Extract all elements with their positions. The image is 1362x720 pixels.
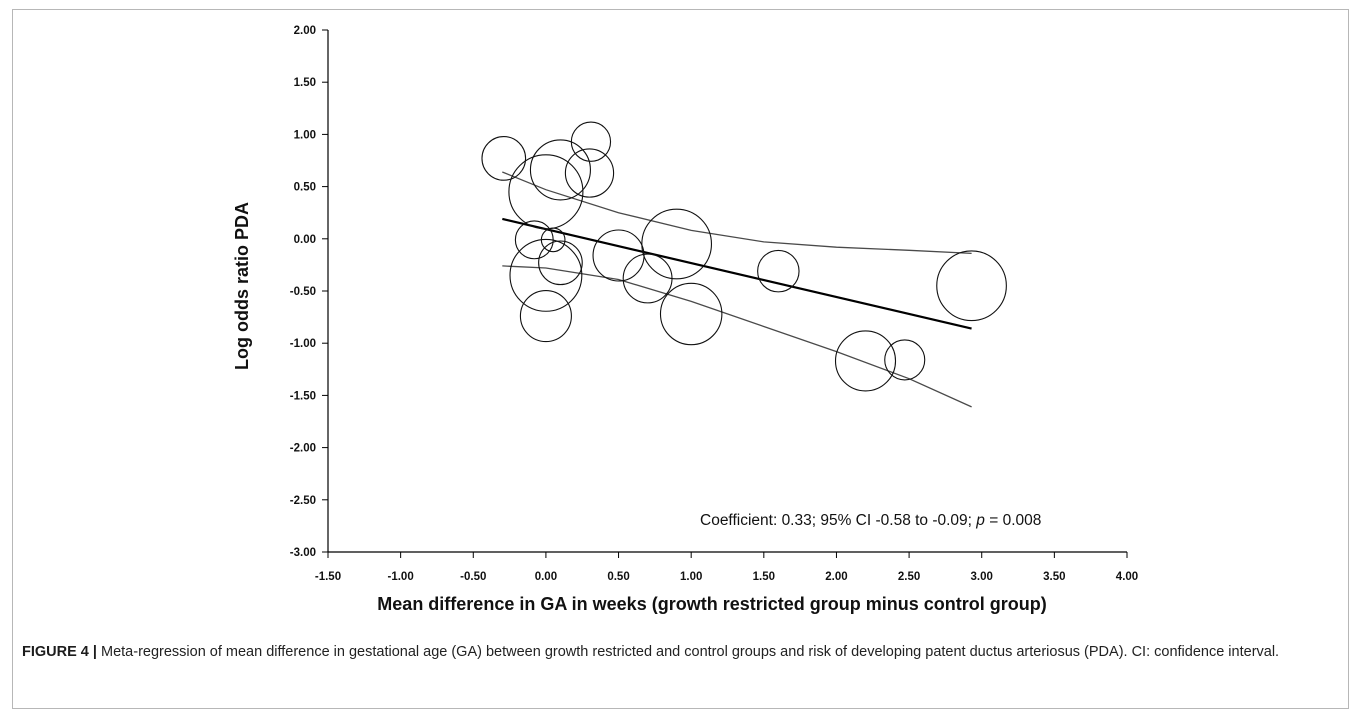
study-point bbox=[481, 136, 527, 181]
x-tick-label: -1.00 bbox=[388, 571, 414, 583]
x-tick-label: 4.00 bbox=[1116, 571, 1138, 583]
study-point bbox=[570, 121, 612, 162]
annotation-prefix: Coefficient: 0.33; 95% CI -0.58 to -0.09… bbox=[700, 512, 976, 529]
confidence-band-lower bbox=[502, 265, 972, 408]
x-tick-label: 1.50 bbox=[753, 571, 775, 583]
x-tick-label: -1.50 bbox=[315, 571, 341, 583]
study-point bbox=[592, 229, 645, 282]
y-tick-label: -1.00 bbox=[290, 338, 316, 350]
y-tick-label: 1.50 bbox=[294, 77, 316, 89]
study-point bbox=[508, 154, 584, 230]
confidence-band-upper bbox=[502, 171, 972, 255]
x-tick-label: -0.50 bbox=[460, 571, 486, 583]
study-point bbox=[659, 282, 723, 346]
y-tick-label: 1.00 bbox=[294, 129, 316, 141]
study-point bbox=[519, 290, 572, 343]
study-point bbox=[509, 238, 583, 312]
x-tick-label: 1.00 bbox=[680, 571, 702, 583]
study-point bbox=[564, 148, 615, 198]
meta-regression-chart: 2.00 1.50 1.00 0.50 0.00 -0.50 -1.00 -1.50 -2.00… bbox=[232, 25, 1138, 614]
tick-labels: 2.00 1.50 1.00 0.50 0.00 -0.50 -1.00 -1.50 -2.00… bbox=[290, 25, 1138, 583]
x-tick-label: 2.00 bbox=[825, 571, 847, 583]
study-point bbox=[936, 250, 1007, 322]
x-tick-label: 3.00 bbox=[971, 571, 993, 583]
y-axis-title: Log odds ratio PDA bbox=[232, 202, 252, 370]
study-point bbox=[529, 139, 591, 201]
study-point bbox=[538, 240, 583, 286]
regression-line bbox=[502, 217, 972, 330]
figure-frame bbox=[12, 9, 1349, 709]
study-point bbox=[641, 208, 713, 280]
regression-annotation: Coefficient: 0.33; 95% CI -0.58 to -0.09… bbox=[700, 512, 1041, 529]
study-point bbox=[834, 330, 897, 392]
y-tick-label: 2.00 bbox=[294, 25, 316, 37]
axes bbox=[322, 29, 1128, 558]
x-tick-label: 3.50 bbox=[1043, 571, 1065, 583]
study-point bbox=[622, 253, 673, 304]
figure-caption: FIGURE 4 | Meta-regression of mean diffe… bbox=[22, 641, 1340, 664]
data-points bbox=[481, 121, 1007, 392]
x-tick-label: 0.00 bbox=[535, 571, 557, 583]
y-tick-label: -2.00 bbox=[290, 443, 316, 455]
y-tick-label: 0.50 bbox=[294, 182, 316, 194]
y-tick-label: -1.50 bbox=[290, 390, 316, 402]
y-tick-label: -3.00 bbox=[290, 547, 316, 559]
y-tick-label: -2.50 bbox=[290, 495, 316, 507]
figure-label: FIGURE 4 | bbox=[22, 644, 97, 660]
confidence-band bbox=[502, 171, 972, 408]
y-tick-label: -0.50 bbox=[290, 286, 316, 298]
annotation-suffix: = 0.008 bbox=[985, 512, 1041, 529]
x-tick-label: 0.50 bbox=[607, 571, 629, 583]
study-point bbox=[884, 339, 926, 381]
study-point bbox=[757, 249, 800, 293]
y-tick-label: 0.00 bbox=[294, 234, 316, 246]
regression-line-group bbox=[502, 217, 972, 330]
x-axis-title: Mean difference in GA in weeks (growth r… bbox=[377, 594, 1046, 614]
caption-text: Meta-regression of mean difference in ge… bbox=[101, 644, 1280, 660]
annotation-p-symbol: p bbox=[975, 512, 985, 529]
x-tick-label: 2.50 bbox=[898, 571, 920, 583]
